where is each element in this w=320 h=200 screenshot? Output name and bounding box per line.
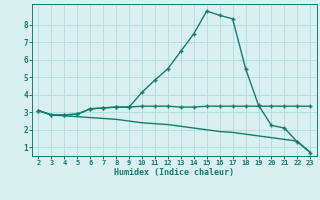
X-axis label: Humidex (Indice chaleur): Humidex (Indice chaleur) (115, 168, 234, 177)
